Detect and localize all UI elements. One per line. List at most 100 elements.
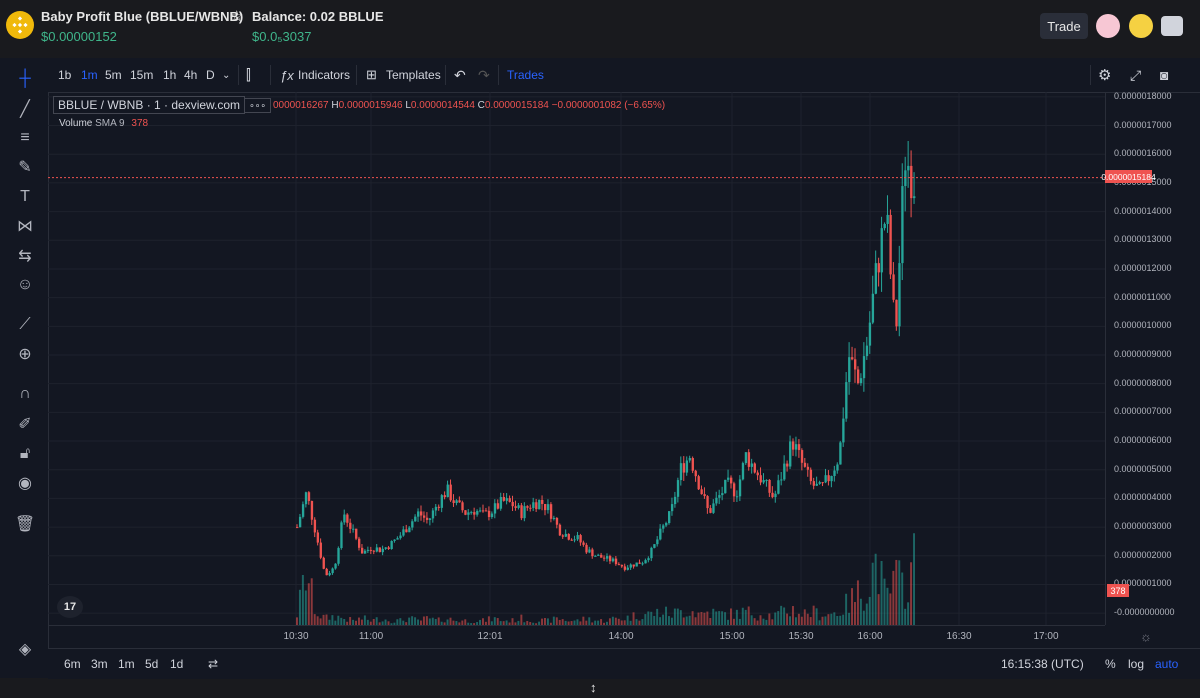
range-1m[interactable]: 1m bbox=[118, 657, 135, 671]
interval-4h[interactable]: 4h bbox=[184, 68, 198, 82]
volume-bar bbox=[334, 620, 337, 625]
volume-bar bbox=[812, 605, 815, 625]
interval-d[interactable]: D bbox=[206, 68, 215, 82]
range-5d[interactable]: 5d bbox=[145, 657, 159, 671]
fullscreen-icon[interactable]: ⤢ bbox=[1130, 66, 1142, 83]
trash-icon[interactable]: 🗑︎ bbox=[14, 516, 36, 533]
candle-body bbox=[665, 523, 668, 526]
emoji-icon[interactable]: ☺ bbox=[16, 276, 34, 293]
camera-icon[interactable]: ◙ bbox=[1160, 67, 1169, 83]
candle-body bbox=[889, 214, 892, 275]
volume-bar bbox=[328, 619, 331, 625]
candle-body bbox=[372, 550, 376, 552]
candle-body bbox=[490, 513, 494, 518]
candlestick-chart[interactable] bbox=[48, 92, 1105, 625]
candle-body bbox=[576, 535, 579, 540]
volume-bar bbox=[393, 622, 396, 625]
volume-bar bbox=[443, 622, 446, 625]
text-icon[interactable]: T bbox=[20, 188, 30, 205]
volume-bar bbox=[744, 609, 747, 625]
volume-bar bbox=[724, 612, 727, 625]
lock-drawing-icon[interactable]: ✐ bbox=[18, 416, 32, 433]
eye-icon[interactable]: ◉ bbox=[18, 475, 32, 492]
volume-bar bbox=[712, 608, 715, 625]
volume-bar bbox=[750, 615, 753, 625]
layers-icon[interactable]: ◈ bbox=[18, 641, 32, 658]
time-axis[interactable]: 10:30 11:00 12:01 14:00 15:00 15:30 16:00 16:30… bbox=[48, 625, 1105, 648]
volume-bar bbox=[296, 617, 298, 625]
settings-gear-icon[interactable]: ⚙ bbox=[1098, 67, 1112, 84]
zoom-in-icon[interactable]: ⊕ bbox=[18, 346, 32, 363]
templates-button[interactable]: Templates bbox=[386, 68, 441, 82]
volume-bar bbox=[765, 619, 768, 625]
fib-lines-icon[interactable]: ≡ bbox=[20, 129, 30, 146]
candle-body bbox=[449, 484, 452, 501]
volume-bar bbox=[650, 611, 653, 625]
volume-bar bbox=[715, 611, 718, 625]
volume-bar bbox=[892, 570, 895, 625]
chevron-down-icon[interactable]: ⌄ bbox=[222, 69, 231, 81]
volume-bar bbox=[706, 611, 709, 625]
auto-toggle[interactable]: auto bbox=[1155, 657, 1179, 671]
star-icon[interactable]: ☆ bbox=[230, 8, 244, 25]
interval-1m[interactable]: 1m bbox=[81, 68, 98, 82]
log-toggle[interactable]: log bbox=[1128, 657, 1145, 671]
volume-bar bbox=[904, 608, 907, 625]
candle-body bbox=[762, 480, 765, 483]
price-axis[interactable]: 0.0000018000 0.0000017000 0.0000016000 0.00… bbox=[1105, 91, 1200, 625]
range-6m[interactable]: 6m bbox=[64, 657, 81, 671]
candle-body bbox=[606, 556, 609, 559]
symbol-label[interactable]: BBLUE / WBNB · 1 · dexview.com bbox=[53, 96, 246, 114]
trades-button[interactable]: Trades bbox=[507, 68, 544, 82]
volume-bar bbox=[851, 588, 853, 625]
trade-button[interactable]: Trade bbox=[1040, 13, 1088, 39]
volume-bar bbox=[514, 622, 517, 625]
volume-bar bbox=[721, 611, 724, 625]
avatar-icon[interactable] bbox=[1096, 14, 1120, 38]
magnet-icon[interactable]: ∩ bbox=[19, 385, 31, 402]
volume-bar bbox=[818, 620, 821, 625]
candle-body bbox=[854, 359, 857, 370]
candle-body bbox=[718, 495, 721, 498]
volume-bar bbox=[641, 619, 644, 625]
undo-icon[interactable]: ↶ bbox=[454, 66, 466, 83]
redo-icon[interactable]: ↷ bbox=[478, 66, 490, 83]
percent-toggle[interactable]: % bbox=[1105, 657, 1116, 671]
volume-bar bbox=[824, 616, 827, 625]
candle-body bbox=[355, 528, 358, 539]
chart-app-icon[interactable] bbox=[1129, 14, 1153, 38]
candle-body bbox=[402, 529, 405, 536]
more-icon[interactable]: ∘∘∘ bbox=[245, 97, 271, 113]
axis-settings-icon[interactable]: ☼ bbox=[1140, 629, 1152, 644]
crosshair-icon[interactable]: ┼ bbox=[19, 70, 31, 87]
range-3m[interactable]: 3m bbox=[91, 657, 108, 671]
candle-body bbox=[437, 506, 441, 508]
lock-icon[interactable]: 🔓︎ bbox=[19, 445, 31, 462]
interval-15m[interactable]: 15m bbox=[130, 68, 154, 82]
interval-1h[interactable]: 1h bbox=[163, 68, 177, 82]
ruler-icon[interactable]: ⟋ bbox=[19, 316, 31, 333]
brush-icon[interactable]: ✎ bbox=[18, 159, 32, 176]
volume-bar bbox=[298, 589, 301, 625]
volume-bar bbox=[304, 590, 307, 625]
pattern-icon[interactable]: ⋈ bbox=[17, 218, 33, 235]
trend-line-icon[interactable]: ╱ bbox=[20, 101, 30, 118]
low-value: 0.0000014544 bbox=[410, 99, 475, 111]
date-range-icon[interactable]: ⇄ bbox=[208, 657, 219, 671]
candle-body bbox=[859, 378, 863, 384]
forecast-icon[interactable]: ⇆ bbox=[18, 248, 32, 265]
resize-handle-icon[interactable]: ↕ bbox=[590, 680, 597, 695]
interval-5m[interactable]: 5m bbox=[105, 68, 122, 82]
interval-1b[interactable]: 1b bbox=[58, 68, 72, 82]
volume-bar bbox=[691, 611, 694, 625]
volume-bar bbox=[662, 614, 665, 625]
volume-bar bbox=[420, 620, 422, 625]
utc-time[interactable]: 16:15:38 (UTC) bbox=[1001, 657, 1084, 671]
wallet-icon[interactable] bbox=[1161, 16, 1183, 36]
candle-body bbox=[508, 498, 511, 502]
candle-body bbox=[552, 517, 556, 519]
range-1d[interactable]: 1d bbox=[170, 657, 184, 671]
indicators-button[interactable]: Indicators bbox=[298, 68, 351, 82]
change-value: −0.0000001082 (−6.65%) bbox=[551, 99, 666, 111]
candle-style-icon[interactable]: ⫿ bbox=[246, 66, 251, 84]
